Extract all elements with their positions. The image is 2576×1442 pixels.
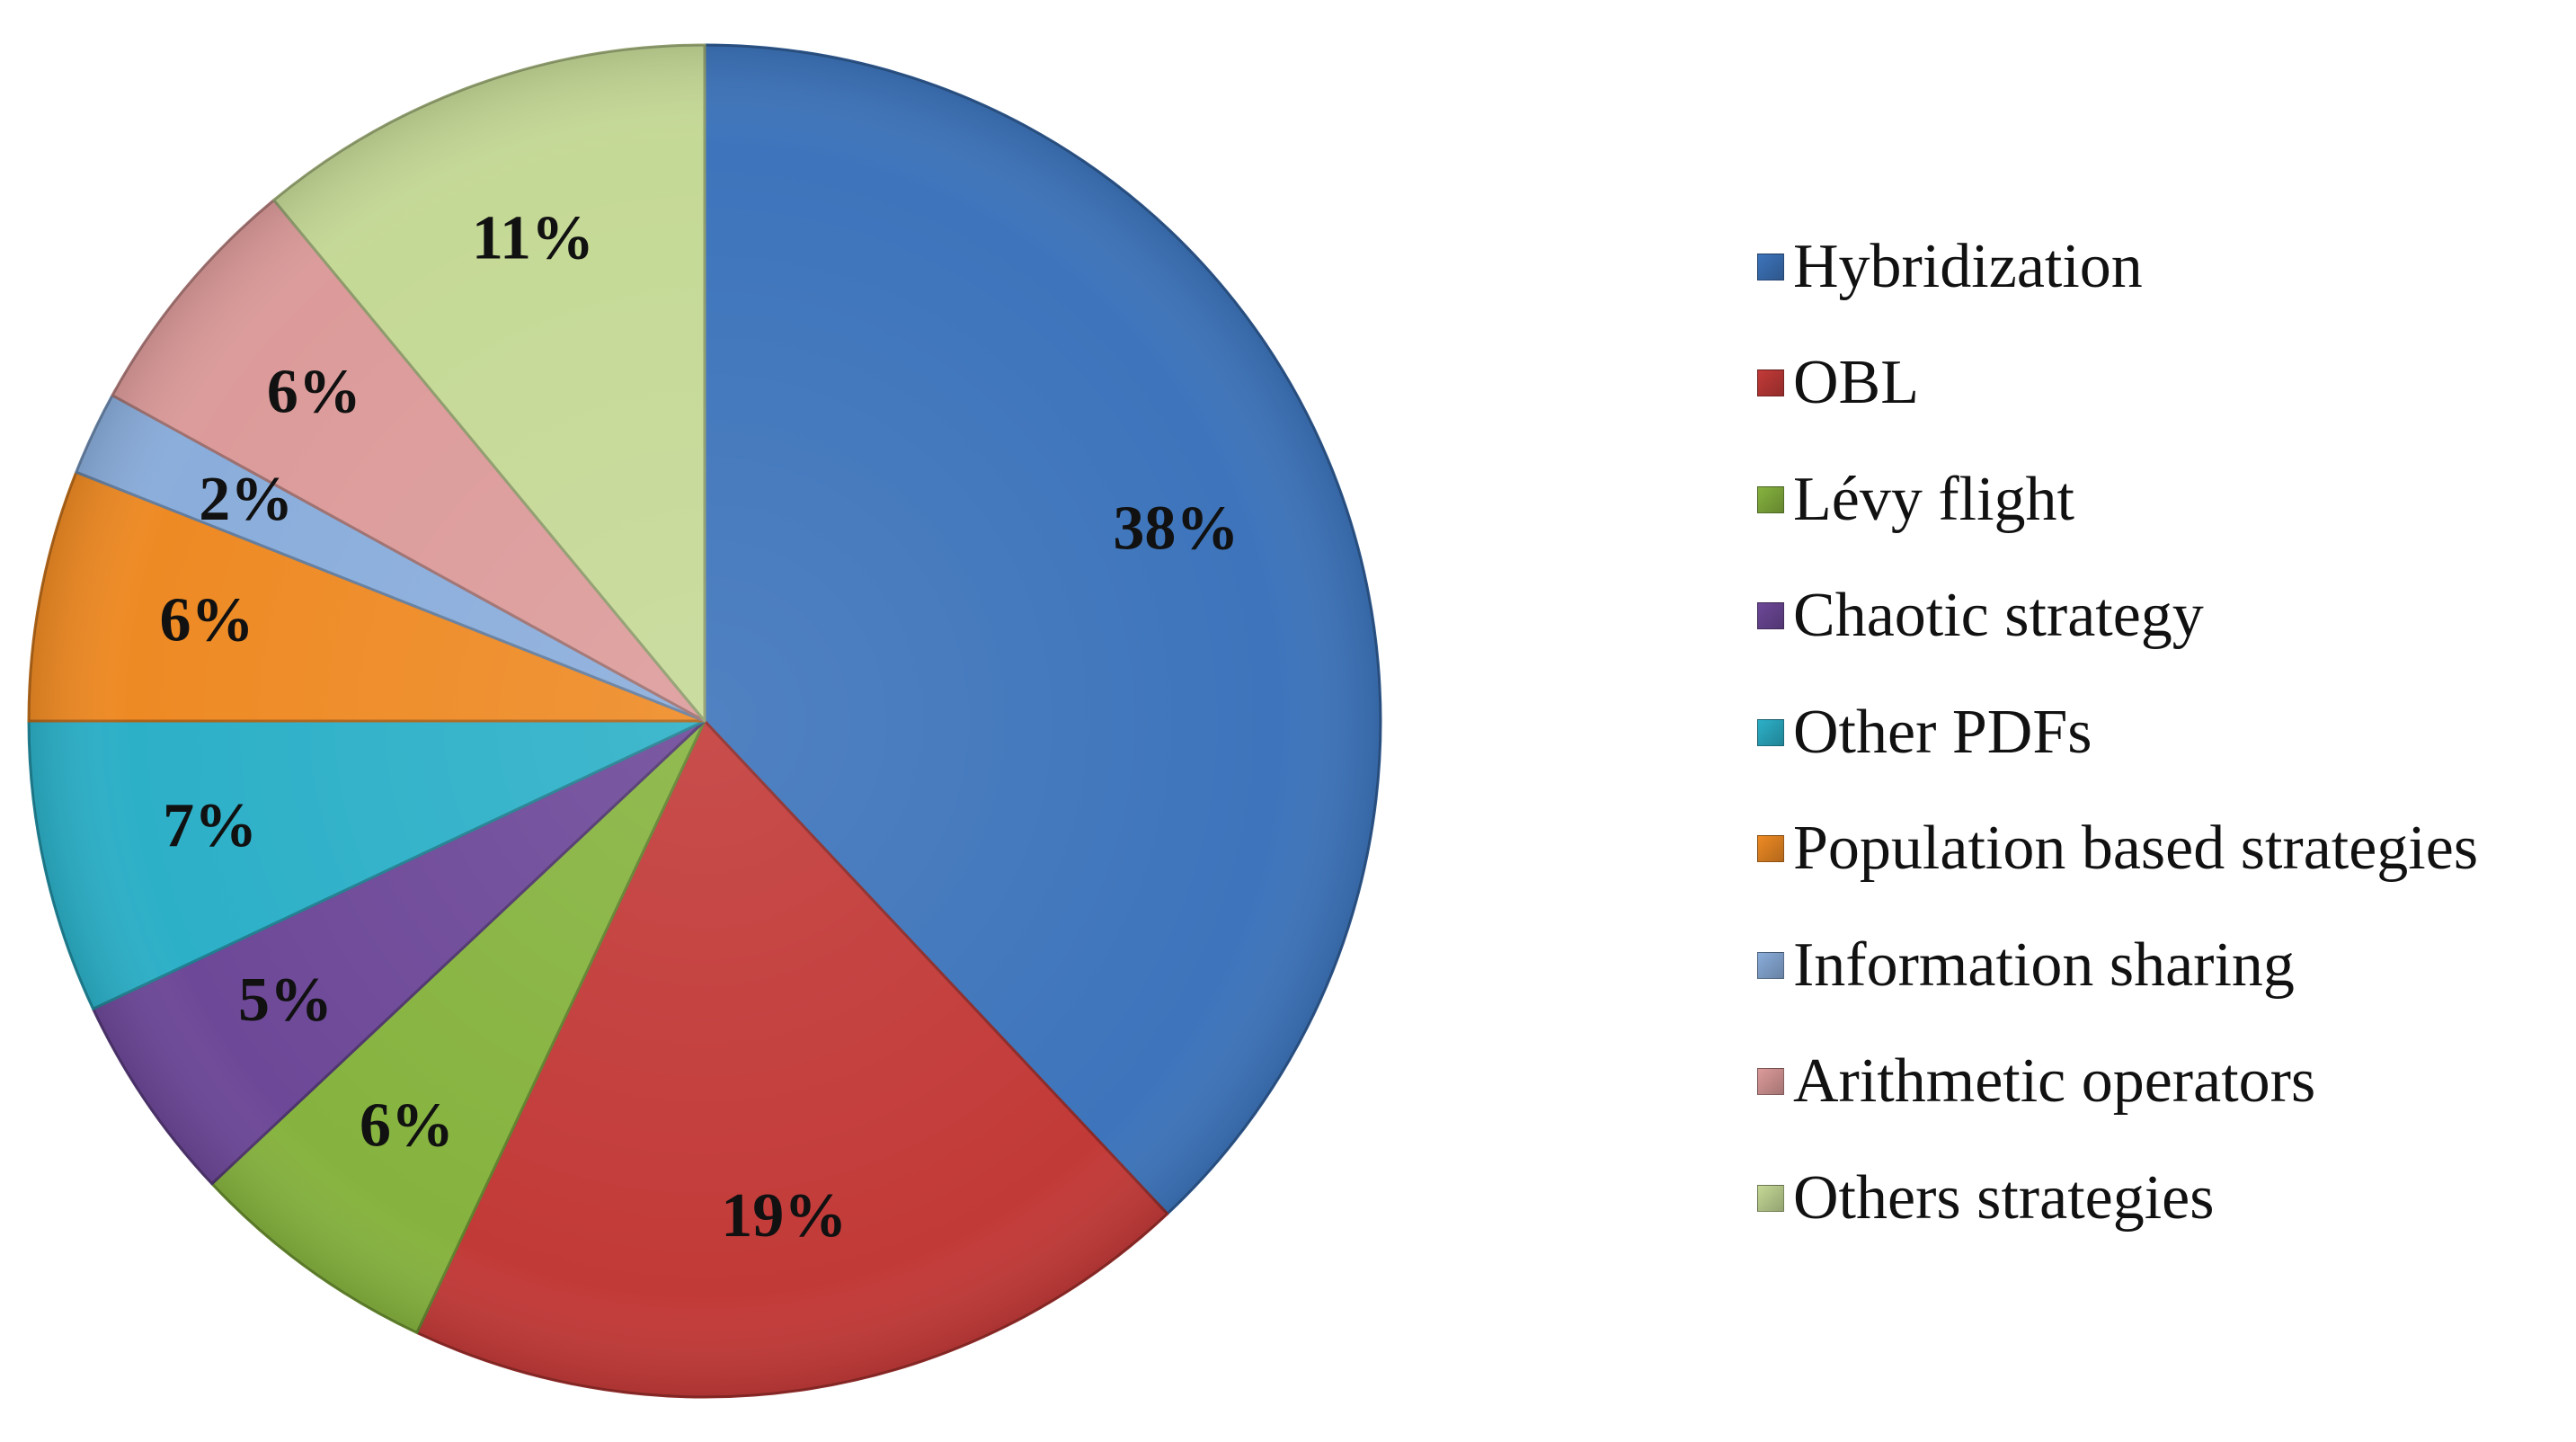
legend-swatch-information-sharing	[1757, 951, 1784, 979]
legend-item-hybridization: Hybridization	[1757, 209, 2478, 325]
legend-label: Information sharing	[1793, 930, 2295, 1000]
slice-label-obl: 19%	[721, 1181, 847, 1251]
legend-label: OBL	[1793, 348, 1919, 418]
legend-item-chaotic-strategy: Chaotic strategy	[1757, 558, 2478, 675]
slice-label-information-sharing: 2%	[199, 465, 293, 534]
legend-item-others-strategies: Others strategies	[1757, 1140, 2478, 1257]
legend-item-information-sharing: Information sharing	[1757, 907, 2478, 1024]
legend-swatch-chaotic-strategy	[1757, 602, 1784, 630]
legend-label: Hybridization	[1793, 231, 2143, 301]
slice-label-chaotic-strategy: 5%	[238, 966, 333, 1035]
legend-item-other-pdfs: Other PDFs	[1757, 674, 2478, 791]
slice-label-other-pdfs: 7%	[163, 791, 257, 860]
slice-label-levy-flight: 6%	[360, 1090, 454, 1160]
legend-label: Others strategies	[1793, 1162, 2215, 1233]
legend-swatch-other-pdfs	[1757, 718, 1784, 746]
legend-swatch-others-strategies	[1757, 1184, 1784, 1212]
legend-swatch-arithmetic-operators	[1757, 1068, 1784, 1096]
legend-item-levy-flight: Lévy flight	[1757, 441, 2478, 558]
legend-label: Population based strategies	[1793, 814, 2479, 884]
legend-label: Chaotic strategy	[1793, 581, 2204, 651]
legend: Hybridization OBL Lévy flight Chaotic strat…	[1757, 209, 2478, 1257]
legend-label: Other PDFs	[1793, 697, 2092, 767]
legend-label: Lévy flight	[1793, 464, 2074, 534]
slice-label-arithmetic-operators: 6%	[267, 358, 361, 427]
pie-slices	[27, 43, 1382, 1399]
slice-label-others-strategies: 11%	[472, 203, 594, 272]
legend-label: Arithmetic operators	[1793, 1046, 2316, 1117]
legend-item-arithmetic-operators: Arithmetic operators	[1757, 1024, 2478, 1141]
pie-slice-labels: 38% 19% 6% 5% 7% 6% 2% 6% 11%	[160, 203, 1239, 1251]
legend-item-population-based-strategies: Population based strategies	[1757, 791, 2478, 908]
legend-swatch-population-based-strategies	[1757, 835, 1784, 863]
slice-label-population-based-strategies: 6%	[160, 585, 254, 654]
slice-label-hybridization: 38%	[1113, 494, 1239, 563]
legend-swatch-levy-flight	[1757, 485, 1784, 513]
legend-item-obl: OBL	[1757, 325, 2478, 442]
legend-swatch-obl	[1757, 369, 1784, 397]
legend-swatch-hybridization	[1757, 253, 1784, 280]
